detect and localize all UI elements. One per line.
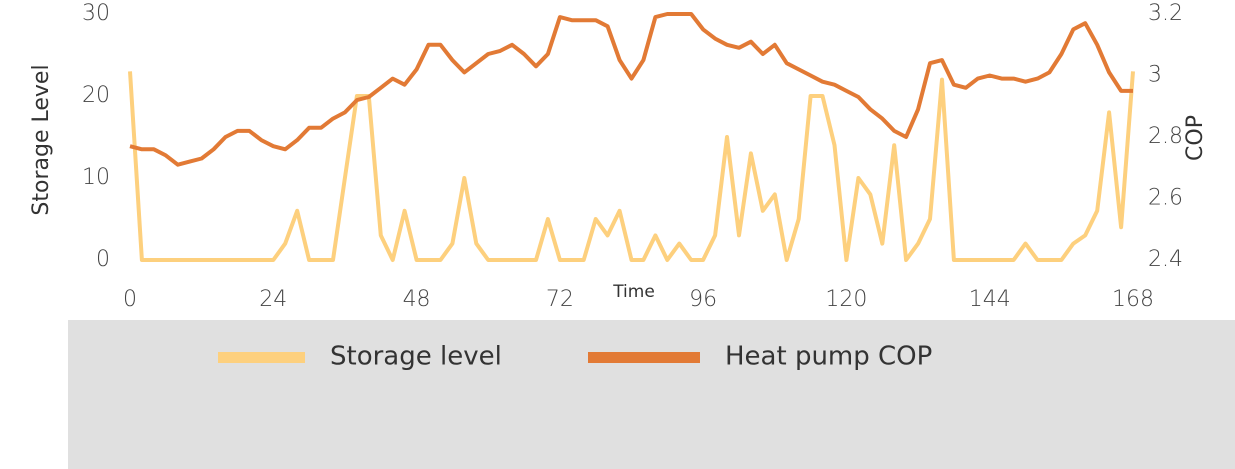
y2-tick-label: 2.8	[1148, 124, 1183, 149]
legend-swatch	[218, 352, 305, 363]
x-tick-label: 48	[403, 287, 431, 312]
series-line	[129, 12, 1133, 167]
y-tick-label: 30	[82, 1, 110, 26]
y-axis-label: Storage Level	[29, 64, 54, 215]
y2-tick-label: 3	[1148, 63, 1162, 88]
legend-label: Heat pump COP	[725, 342, 932, 372]
x-tick-label: 96	[689, 287, 717, 312]
x-tick-label: 144	[969, 287, 1011, 312]
x-tick-label: 168	[1112, 287, 1154, 312]
x-tick-label: 72	[546, 287, 574, 312]
x-tick-label: 0	[123, 287, 137, 312]
y-tick-label: 20	[82, 83, 110, 108]
x-tick-label: 24	[259, 287, 287, 312]
y2-axis-label: COP	[1183, 115, 1208, 161]
y-tick-label: 10	[82, 165, 110, 190]
x-tick-label: 120	[825, 287, 867, 312]
legend-swatch	[588, 352, 700, 363]
legend-label: Storage level	[330, 342, 502, 372]
y2-tick-label: 2.4	[1148, 247, 1183, 272]
series-line	[128, 71, 1135, 262]
y2-tick-label: 2.6	[1148, 186, 1183, 211]
legend-box	[68, 320, 1235, 469]
y2-tick-label: 3.2	[1148, 1, 1183, 26]
x-axis-label: Time	[612, 282, 655, 302]
y-tick-label: 0	[96, 247, 110, 272]
